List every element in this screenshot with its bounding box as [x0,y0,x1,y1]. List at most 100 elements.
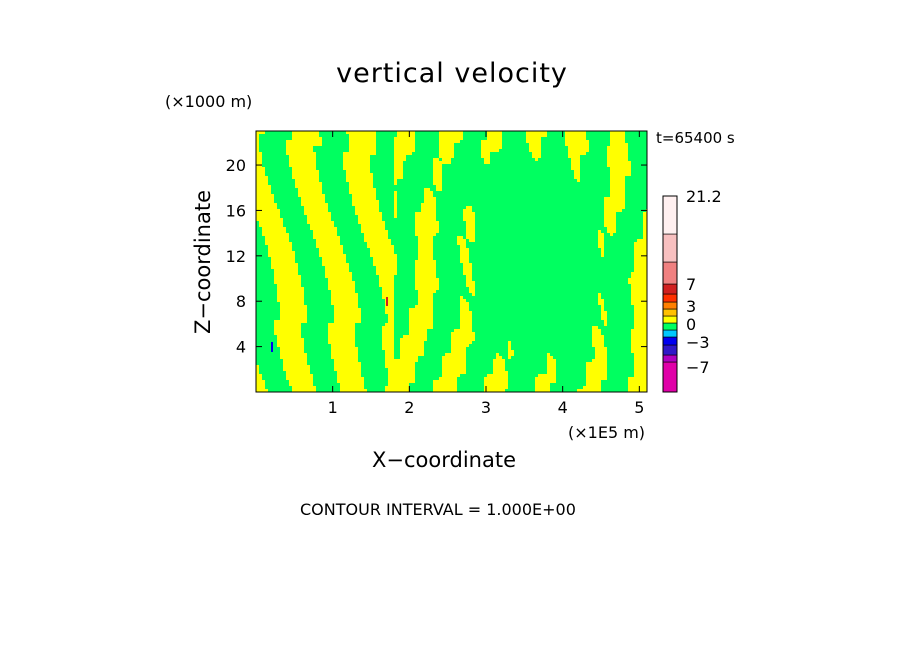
field-negative-run [394,251,418,254]
field-negative-run [451,161,484,164]
field-negative-run [472,320,604,323]
field-negative-run [256,320,274,323]
field-negative-run [256,335,277,338]
field-negative-run [319,176,346,179]
field-negative-run [415,137,439,140]
field-negative-run [313,383,340,386]
field-negative-run [439,287,469,290]
field-negative-run [475,221,604,224]
field-negative-run [337,227,361,230]
field-negative-run [307,320,334,323]
field-negative-run [355,344,382,347]
field-negative-run [403,161,433,164]
field-negative-run [301,284,328,287]
field-negative-run [394,323,409,326]
contour-interval-label: CONTOUR INTERVAL = 1.000E+00 [300,500,576,519]
field-negative-run [475,335,592,338]
field-negative-run [292,242,316,245]
field-negative-run [511,356,547,359]
field-negative-run [259,365,283,368]
x-axis-label: X−coordinate [372,448,516,472]
field-negative-run [415,365,442,368]
field-negative-run [256,293,277,296]
field-negative-run [355,290,382,293]
colorbar-band [662,315,678,324]
field-negative-run [505,362,547,365]
field-negative-run [304,347,331,350]
field-negative-run [502,137,526,140]
field-negative-run [394,338,400,341]
field-negative-run [457,377,484,380]
colorbar-band [662,233,678,263]
field-negative-run [613,233,643,236]
field-negative-run [604,341,631,344]
field-negative-run [286,227,310,230]
field-negative-run [397,260,415,263]
field-negative-run [316,386,340,389]
field-negative-run [406,155,439,158]
field-negative-run [361,368,388,371]
field-negative-run [433,320,460,323]
field-negative-run [466,356,496,359]
field-negative-run [511,344,592,347]
colorbar: 21.2 7 30−3 −7 [662,187,722,393]
field-negative-run [469,260,634,263]
field-negative-run [415,362,442,365]
field-negative-run [616,221,643,224]
field-negative-run [352,272,376,275]
field-negative-run [424,353,445,356]
field-negative-run [268,179,295,182]
field-negative-run [598,326,634,329]
field-negative-run [502,356,508,359]
field-negative-run [433,302,460,305]
field-negative-run [556,371,586,374]
field-negative-run [556,359,592,362]
field-negative-run [475,230,598,233]
field-negative-run [301,278,328,281]
field-negative-run [394,329,409,332]
field-negative-run [442,170,574,173]
field-negative-run [433,308,460,311]
field-negative-run [385,227,415,230]
field-negative-run [379,206,394,209]
field-negative-run [382,215,394,218]
field-negative-run [625,137,647,140]
field-negative-run [394,308,409,311]
field-negative-run [331,212,355,215]
field-negative-run [346,254,370,257]
field-negative-run [331,215,358,218]
field-negative-run [394,302,418,305]
field-negative-run [298,263,322,266]
field-negative-run [361,317,388,320]
field-negative-run [394,317,409,320]
field-negative-run [259,134,292,137]
field-negative-run [265,173,292,176]
field-negative-run [442,182,610,185]
field-negative-run [265,386,292,389]
field-negative-run [295,251,319,254]
field-negative-run [604,254,634,257]
field-negative-run [256,350,280,353]
field-negative-run [625,140,647,143]
field-negative-run [601,332,631,335]
field-negative-run [631,167,647,170]
field-negative-run [313,146,349,149]
field-negative-run [256,227,262,230]
field-negative-run [265,380,289,383]
field-negative-run [397,191,424,194]
field-negative-run [472,269,634,272]
field-negative-run [490,161,571,164]
field-negative-run [307,356,331,359]
field-negative-run [589,140,610,143]
field-negative-run [436,209,463,212]
field-negative-run [469,257,634,260]
field-negative-run [463,236,466,239]
field-negative-run [265,170,292,173]
field-negative-run [397,215,415,218]
field-negative-run [469,302,598,305]
field-negative-run [370,161,394,164]
field-negative-run [319,173,346,176]
field-negative-run [436,215,463,218]
field-negative-run [325,197,352,200]
field-negative-run [454,143,481,146]
